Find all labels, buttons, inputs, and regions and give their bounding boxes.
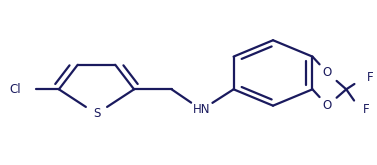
Text: F: F xyxy=(367,71,374,83)
Text: S: S xyxy=(93,107,100,120)
Text: F: F xyxy=(362,103,369,116)
Text: Cl: Cl xyxy=(10,83,21,96)
Text: HN: HN xyxy=(193,103,210,116)
Text: O: O xyxy=(323,66,332,80)
Text: O: O xyxy=(323,99,332,112)
